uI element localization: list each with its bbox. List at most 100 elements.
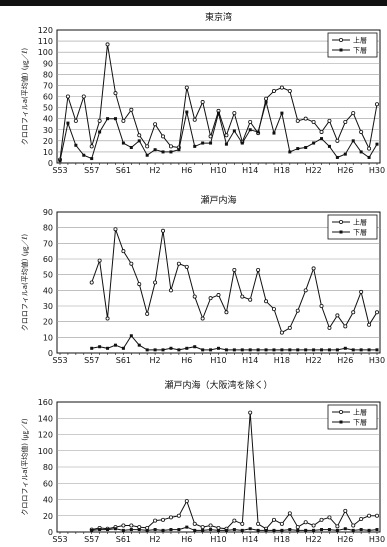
data-point xyxy=(169,528,173,532)
x-tick-label: H2 xyxy=(150,356,161,365)
y-tick-label: 30 xyxy=(43,126,53,135)
data-point xyxy=(264,96,269,101)
data-point xyxy=(168,515,173,520)
data-point xyxy=(161,150,165,154)
data-point xyxy=(312,348,316,352)
data-point xyxy=(97,258,102,263)
data-point xyxy=(137,282,142,287)
x-tick-label: S57 xyxy=(84,356,99,365)
data-point xyxy=(375,348,379,352)
data-point xyxy=(201,348,205,352)
data-point xyxy=(232,267,237,272)
data-point xyxy=(232,528,236,532)
data-point xyxy=(193,345,197,349)
data-point xyxy=(224,528,228,532)
data-point xyxy=(343,119,348,124)
data-point xyxy=(312,528,316,532)
data-point xyxy=(177,528,181,532)
y-tick-label: 60 xyxy=(43,479,53,488)
data-point xyxy=(129,334,133,338)
data-point xyxy=(280,348,284,352)
y-tick-label: 80 xyxy=(43,224,53,233)
data-point xyxy=(327,325,332,330)
data-point xyxy=(98,345,102,349)
data-point xyxy=(129,145,133,149)
data-point xyxy=(312,141,316,145)
data-point xyxy=(65,94,70,99)
data-point xyxy=(113,91,118,96)
x-tick-label: H6 xyxy=(181,535,192,544)
y-tick-label: 50 xyxy=(43,104,53,113)
x-tick-label: S57 xyxy=(84,166,99,175)
data-point xyxy=(98,528,102,532)
y-tick-label: 70 xyxy=(43,81,53,90)
data-point xyxy=(161,228,166,233)
y-tick-label: 160 xyxy=(38,398,53,407)
data-point xyxy=(224,310,229,315)
data-point xyxy=(351,139,355,143)
data-point xyxy=(374,513,379,518)
y-tick-label: 40 xyxy=(43,496,53,505)
data-point xyxy=(137,528,141,532)
data-point xyxy=(224,142,228,146)
data-point xyxy=(295,308,300,313)
y-tick-label: 20 xyxy=(43,512,53,521)
data-point xyxy=(129,528,133,532)
data-point xyxy=(248,348,252,352)
data-point xyxy=(343,527,347,531)
series-line xyxy=(91,412,377,531)
data-point xyxy=(351,310,356,315)
data-point xyxy=(335,528,339,532)
data-point xyxy=(193,528,197,532)
data-point xyxy=(185,110,189,114)
data-point xyxy=(200,316,205,321)
data-point xyxy=(217,346,220,350)
x-tick-label: H10 xyxy=(210,356,226,365)
data-point xyxy=(327,528,331,532)
y-tick-label: 0 xyxy=(48,159,53,168)
data-point xyxy=(161,134,166,139)
data-point xyxy=(169,150,173,154)
y-tick-label: 20 xyxy=(43,137,53,146)
data-point xyxy=(240,141,244,145)
data-point xyxy=(375,142,379,146)
data-point xyxy=(240,294,245,299)
y-tick-label: 10 xyxy=(43,148,53,157)
y-tick-label: 100 xyxy=(38,48,53,57)
y-tick-label: 60 xyxy=(43,93,53,102)
data-point xyxy=(129,261,134,266)
y-axis-label: クロロフィルa(平均値) (㎍／ℓ) xyxy=(20,234,30,331)
data-point xyxy=(287,325,292,330)
data-point xyxy=(367,146,372,151)
data-point xyxy=(296,528,300,532)
data-point xyxy=(319,517,324,522)
series-upper xyxy=(58,42,379,162)
y-tick-label: 20 xyxy=(43,318,53,327)
data-point xyxy=(343,346,347,350)
data-point xyxy=(208,523,213,528)
data-point xyxy=(343,324,348,329)
x-tick-label: H10 xyxy=(210,535,226,544)
x-tick-label: S53 xyxy=(52,356,67,365)
data-point xyxy=(184,264,189,269)
x-tick-label: H6 xyxy=(181,166,192,175)
series-line xyxy=(59,44,378,160)
data-point xyxy=(343,152,347,156)
data-point xyxy=(359,528,363,532)
data-point xyxy=(90,528,94,532)
data-point xyxy=(224,133,229,138)
legend-box xyxy=(327,32,378,58)
data-point xyxy=(351,523,356,528)
data-point xyxy=(304,145,308,149)
data-point xyxy=(58,159,62,163)
x-tick-label: H30 xyxy=(369,166,385,175)
y-tick-label: 80 xyxy=(43,463,53,472)
data-point xyxy=(153,280,158,285)
y-tick-label: 120 xyxy=(38,431,53,440)
data-point xyxy=(113,227,118,232)
data-point xyxy=(311,266,316,271)
legend-marker xyxy=(339,420,343,424)
data-point xyxy=(359,516,364,521)
